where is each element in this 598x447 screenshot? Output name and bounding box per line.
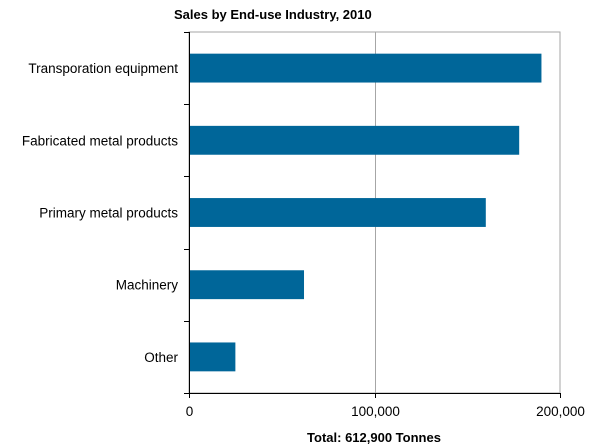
x-tick-label: 0 xyxy=(186,404,194,419)
x-axis: 0 100,000 200,000 xyxy=(186,393,585,419)
category-label: Transporation equipment xyxy=(28,61,178,76)
bar-transporation-equipment xyxy=(189,53,542,83)
bar-primary-metal-products xyxy=(189,198,486,227)
bar-machinery xyxy=(189,270,305,300)
category-label: Fabricated metal products xyxy=(22,133,178,148)
x-tick-label: 200,000 xyxy=(536,404,585,419)
category-label: Other xyxy=(144,350,178,365)
category-label: Machinery xyxy=(116,278,179,293)
bars xyxy=(189,53,542,372)
bar-other xyxy=(189,342,236,372)
x-axis-label: Total: 612,900 Tonnes xyxy=(307,430,441,445)
bar-fabricated-metal-products xyxy=(189,125,520,155)
x-tick-label: 100,000 xyxy=(351,404,400,419)
y-axis: Transporation equipment Fabricated metal … xyxy=(22,32,190,394)
chart-title: Sales by End-use Industry, 2010 xyxy=(174,7,372,22)
category-label: Primary metal products xyxy=(39,206,178,221)
